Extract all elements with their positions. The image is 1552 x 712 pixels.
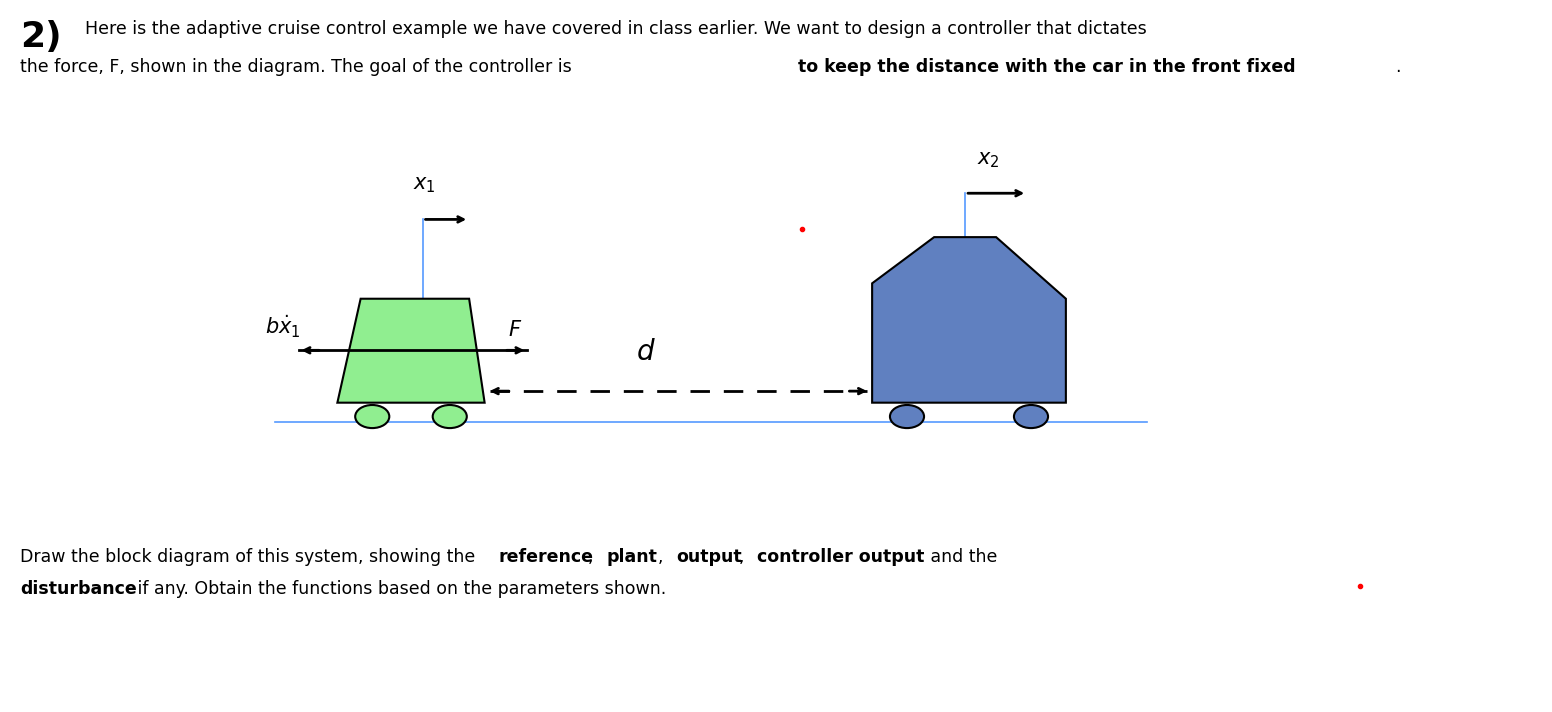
Ellipse shape bbox=[889, 405, 923, 428]
Ellipse shape bbox=[1013, 405, 1048, 428]
Text: $b\dot{x}_1$: $b\dot{x}_1$ bbox=[265, 313, 301, 340]
Text: ,: , bbox=[588, 548, 599, 566]
Text: ,: , bbox=[658, 548, 669, 566]
Text: $x_2$: $x_2$ bbox=[976, 150, 999, 170]
Polygon shape bbox=[872, 237, 1066, 403]
Text: if any. Obtain the functions based on the parameters shown.: if any. Obtain the functions based on th… bbox=[132, 580, 666, 598]
Text: 2): 2) bbox=[20, 20, 62, 54]
Text: controller output: controller output bbox=[757, 548, 925, 566]
Text: Draw the block diagram of this system, showing the: Draw the block diagram of this system, s… bbox=[20, 548, 481, 566]
Ellipse shape bbox=[355, 405, 390, 428]
Text: .: . bbox=[1395, 58, 1401, 76]
Ellipse shape bbox=[433, 405, 467, 428]
Text: $\mathit{d}$: $\mathit{d}$ bbox=[636, 339, 655, 366]
Text: disturbance: disturbance bbox=[20, 580, 137, 598]
Text: reference: reference bbox=[498, 548, 593, 566]
Text: to keep the distance with the car in the front fixed: to keep the distance with the car in the… bbox=[798, 58, 1296, 76]
Text: and the: and the bbox=[925, 548, 998, 566]
Text: $x_1$: $x_1$ bbox=[413, 175, 435, 195]
Text: ,: , bbox=[739, 548, 750, 566]
Text: the force, F, shown in the diagram. The goal of the controller is: the force, F, shown in the diagram. The … bbox=[20, 58, 577, 76]
Text: output: output bbox=[677, 548, 742, 566]
Text: $F$: $F$ bbox=[508, 320, 521, 340]
Text: plant: plant bbox=[607, 548, 658, 566]
Text: Here is the adaptive cruise control example we have covered in class earlier. We: Here is the adaptive cruise control exam… bbox=[85, 20, 1147, 38]
Polygon shape bbox=[337, 299, 484, 403]
